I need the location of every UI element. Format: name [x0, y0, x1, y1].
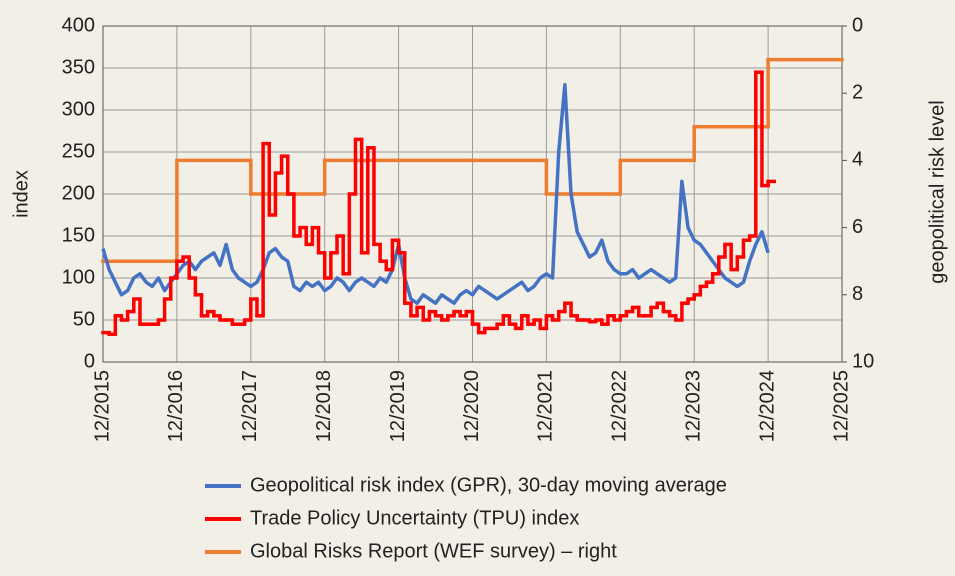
y-tick-label: 0: [84, 350, 95, 372]
x-tick-label: 12/2020: [461, 370, 483, 442]
y-tick-label: 50: [73, 308, 95, 330]
legend-label: Trade Policy Uncertainty (TPU) index: [250, 507, 579, 529]
y-axis-label: index: [10, 170, 32, 218]
x-tick-label: 12/2015: [91, 370, 113, 442]
plot-frame: [102, 25, 843, 363]
y2-axis-label: geopolitical risk level: [926, 100, 948, 283]
x-tick-label: 12/2018: [313, 370, 335, 442]
y-tick-label: 150: [62, 224, 95, 246]
y-tick-label: 350: [62, 56, 95, 78]
legend-label: Global Risks Report (WEF survey) – right: [250, 540, 617, 562]
y2-tick-label: 0: [852, 14, 863, 36]
x-tick-label: 12/2025: [830, 370, 852, 442]
y-tick-label: 200: [62, 182, 95, 204]
x-tick-label: 12/2021: [535, 370, 557, 442]
x-tick-label: 12/2017: [239, 370, 261, 442]
x-tick-label: 12/2022: [609, 370, 631, 442]
x-tick-label: 12/2019: [387, 370, 409, 442]
y2-tick-label: 2: [852, 81, 863, 103]
y-tick-label: 250: [62, 140, 95, 162]
y-tick-label: 100: [62, 266, 95, 288]
y2-tick-label: 4: [852, 149, 863, 171]
x-tick-label: 12/2023: [682, 370, 704, 442]
y2-tick-label: 8: [852, 283, 863, 305]
series-line: [101, 83, 770, 305]
y2-tick-label: 6: [852, 216, 863, 238]
x-tick-label: 12/2016: [165, 370, 187, 442]
y-tick-label: 400: [62, 14, 95, 36]
legend-label: Geopolitical risk index (GPR), 30-day mo…: [250, 474, 727, 496]
x-tick-label: 12/2024: [756, 370, 778, 442]
y-tick-label: 300: [62, 98, 95, 120]
y2-tick-label: 10: [852, 350, 874, 372]
